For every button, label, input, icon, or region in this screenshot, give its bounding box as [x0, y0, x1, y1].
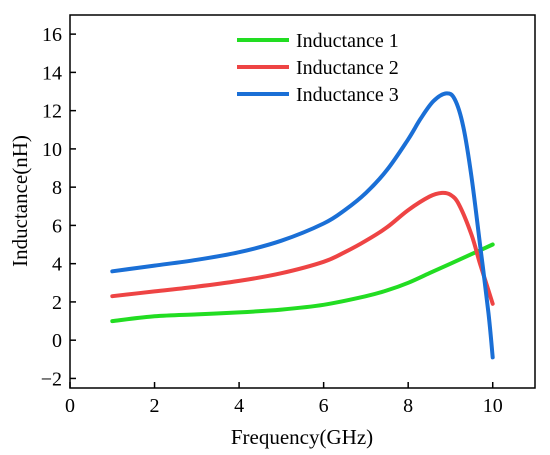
series-line-1 [110, 242, 495, 324]
y-tick-label: 12 [42, 101, 62, 123]
x-tick-label: 2 [150, 395, 160, 417]
legend-label-1: Inductance 1 [296, 30, 399, 52]
y-tick-label: 14 [42, 62, 62, 84]
legend-label-2: Inductance 2 [296, 57, 399, 79]
y-tick-label: 8 [52, 177, 62, 199]
y-tick-label: 0 [52, 330, 62, 352]
y-tick-label: 16 [42, 24, 62, 46]
plot-frame [69, 14, 536, 389]
y-axis-title: Inductance(nH) [8, 135, 32, 267]
series-lines [110, 91, 495, 360]
y-tick-label: 6 [52, 215, 62, 237]
legend-label-3: Inductance 3 [296, 84, 399, 106]
x-axis-title: Frequency(GHz) [231, 425, 373, 449]
y-tick-label: −2 [41, 368, 62, 390]
x-tick-label: 8 [403, 395, 413, 417]
y-tick-label: 4 [52, 254, 62, 276]
series-line-3 [110, 91, 495, 360]
x-tick-label: 4 [234, 395, 244, 417]
x-tick-label: 0 [65, 395, 75, 417]
y-tick-label: 10 [42, 139, 62, 161]
y-tick-label: 2 [52, 292, 62, 314]
x-tick-label: 10 [483, 395, 503, 417]
legend: Inductance 1 Inductance 2 Inductance 3 [237, 30, 399, 106]
x-tick-label: 6 [319, 395, 329, 417]
series-line-2 [110, 190, 495, 306]
